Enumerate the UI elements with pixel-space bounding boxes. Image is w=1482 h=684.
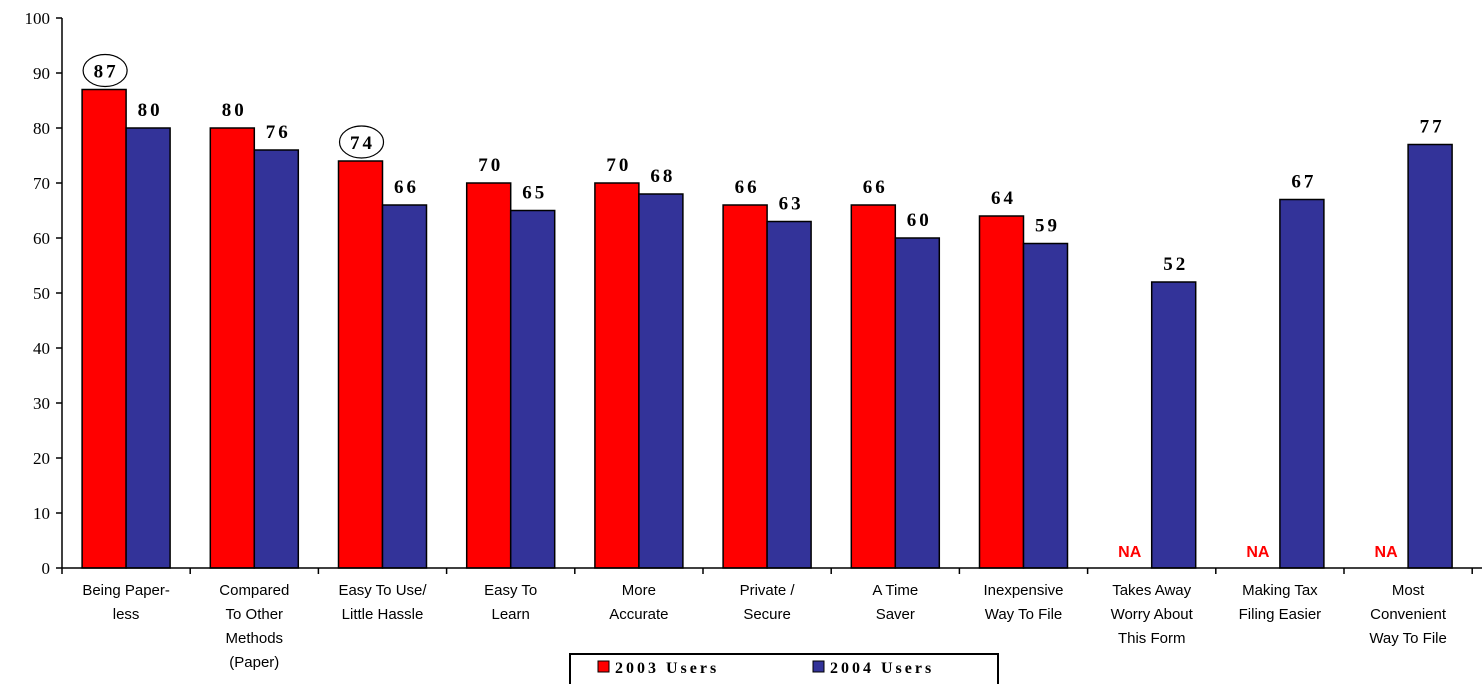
category-label: Private / Secure <box>740 582 796 623</box>
data-label: 67 <box>1291 172 1316 193</box>
data-label: 60 <box>907 210 932 231</box>
data-label: 66 <box>735 177 760 198</box>
data-label: 87 <box>94 62 119 83</box>
bar <box>894 237 941 569</box>
bar <box>81 88 127 569</box>
bar <box>381 204 428 569</box>
data-label: 76 <box>266 122 291 143</box>
category-label: Easy To Learn <box>484 582 537 623</box>
bar <box>1279 198 1325 569</box>
y-tick-label: 90 <box>33 64 50 83</box>
na-label: NA <box>1118 544 1142 561</box>
category-label: Making Tax Filing Easier <box>1239 582 1322 623</box>
data-label: 68 <box>650 166 675 187</box>
bar <box>509 209 556 569</box>
data-label: 70 <box>478 155 503 176</box>
category-label: Inexpensive Way To File <box>983 582 1063 623</box>
category-label: Takes Away Worry About This Form <box>1111 582 1194 647</box>
bar <box>465 182 512 569</box>
bar <box>125 127 171 569</box>
y-tick-label: 10 <box>33 504 50 523</box>
bar <box>850 204 897 569</box>
bar <box>1407 143 1453 569</box>
category-label: Most Convenient Way To File <box>1369 582 1447 647</box>
legend-label: 2004 Users <box>830 660 934 677</box>
data-label: 59 <box>1035 216 1060 237</box>
legend: 2003 Users 2004 Users <box>569 653 999 684</box>
y-tick-label: 50 <box>33 284 50 303</box>
bar <box>638 193 684 569</box>
y-tick-label: 60 <box>33 229 50 248</box>
data-label: 64 <box>991 188 1016 209</box>
bar <box>337 160 384 569</box>
legend-label: 2003 Users <box>615 660 719 677</box>
value-circle <box>82 53 128 88</box>
category-label: A Time Saver <box>872 582 918 623</box>
category-label: Easy To Use/Little Hassle <box>338 582 427 623</box>
legend-box <box>569 653 999 684</box>
bar <box>253 149 300 569</box>
bar <box>1150 281 1197 569</box>
legend-swatch <box>812 660 825 673</box>
bar <box>766 220 812 569</box>
data-label: 65 <box>522 183 547 204</box>
y-tick-label: 70 <box>33 174 50 193</box>
na-label: NA <box>1375 544 1399 561</box>
category-label: Compared To Other Methods (Paper) <box>219 582 289 671</box>
bar <box>722 204 768 569</box>
data-label: 80 <box>138 100 163 121</box>
y-axis: 0 10 20 30 40 50 60 70 80 90 100 <box>25 9 63 578</box>
data-label: 52 <box>1163 254 1188 275</box>
y-tick-label: 20 <box>33 449 50 468</box>
bar <box>1022 242 1069 569</box>
y-tick-label: 0 <box>42 559 51 578</box>
bar <box>209 127 256 569</box>
na-label: NA <box>1246 544 1270 561</box>
y-tick-label: 40 <box>33 339 50 358</box>
data-label: 66 <box>863 177 888 198</box>
bars: 87 80 80 76 74 66 70 65 70 68 66 63 66 60 64 59 NA 52 NA 67… <box>81 53 1453 569</box>
data-label: 63 <box>779 194 804 215</box>
y-tick-label: 80 <box>33 119 50 138</box>
category-label: Being Paper-less <box>82 582 170 623</box>
data-label: 70 <box>606 155 631 176</box>
category-label: More Accurate <box>609 582 668 623</box>
bar <box>978 215 1025 569</box>
data-label: 80 <box>222 100 247 121</box>
legend-swatch <box>597 660 610 673</box>
data-label: 74 <box>350 133 375 154</box>
data-label: 66 <box>394 177 419 198</box>
bar <box>594 182 640 569</box>
data-label: 77 <box>1420 117 1445 138</box>
y-tick-label: 30 <box>33 394 50 413</box>
y-tick-label: 100 <box>25 9 51 28</box>
value-circle <box>338 125 385 159</box>
x-axis: Being Paper-less Compared To Other Methods(… <box>61 567 1482 671</box>
